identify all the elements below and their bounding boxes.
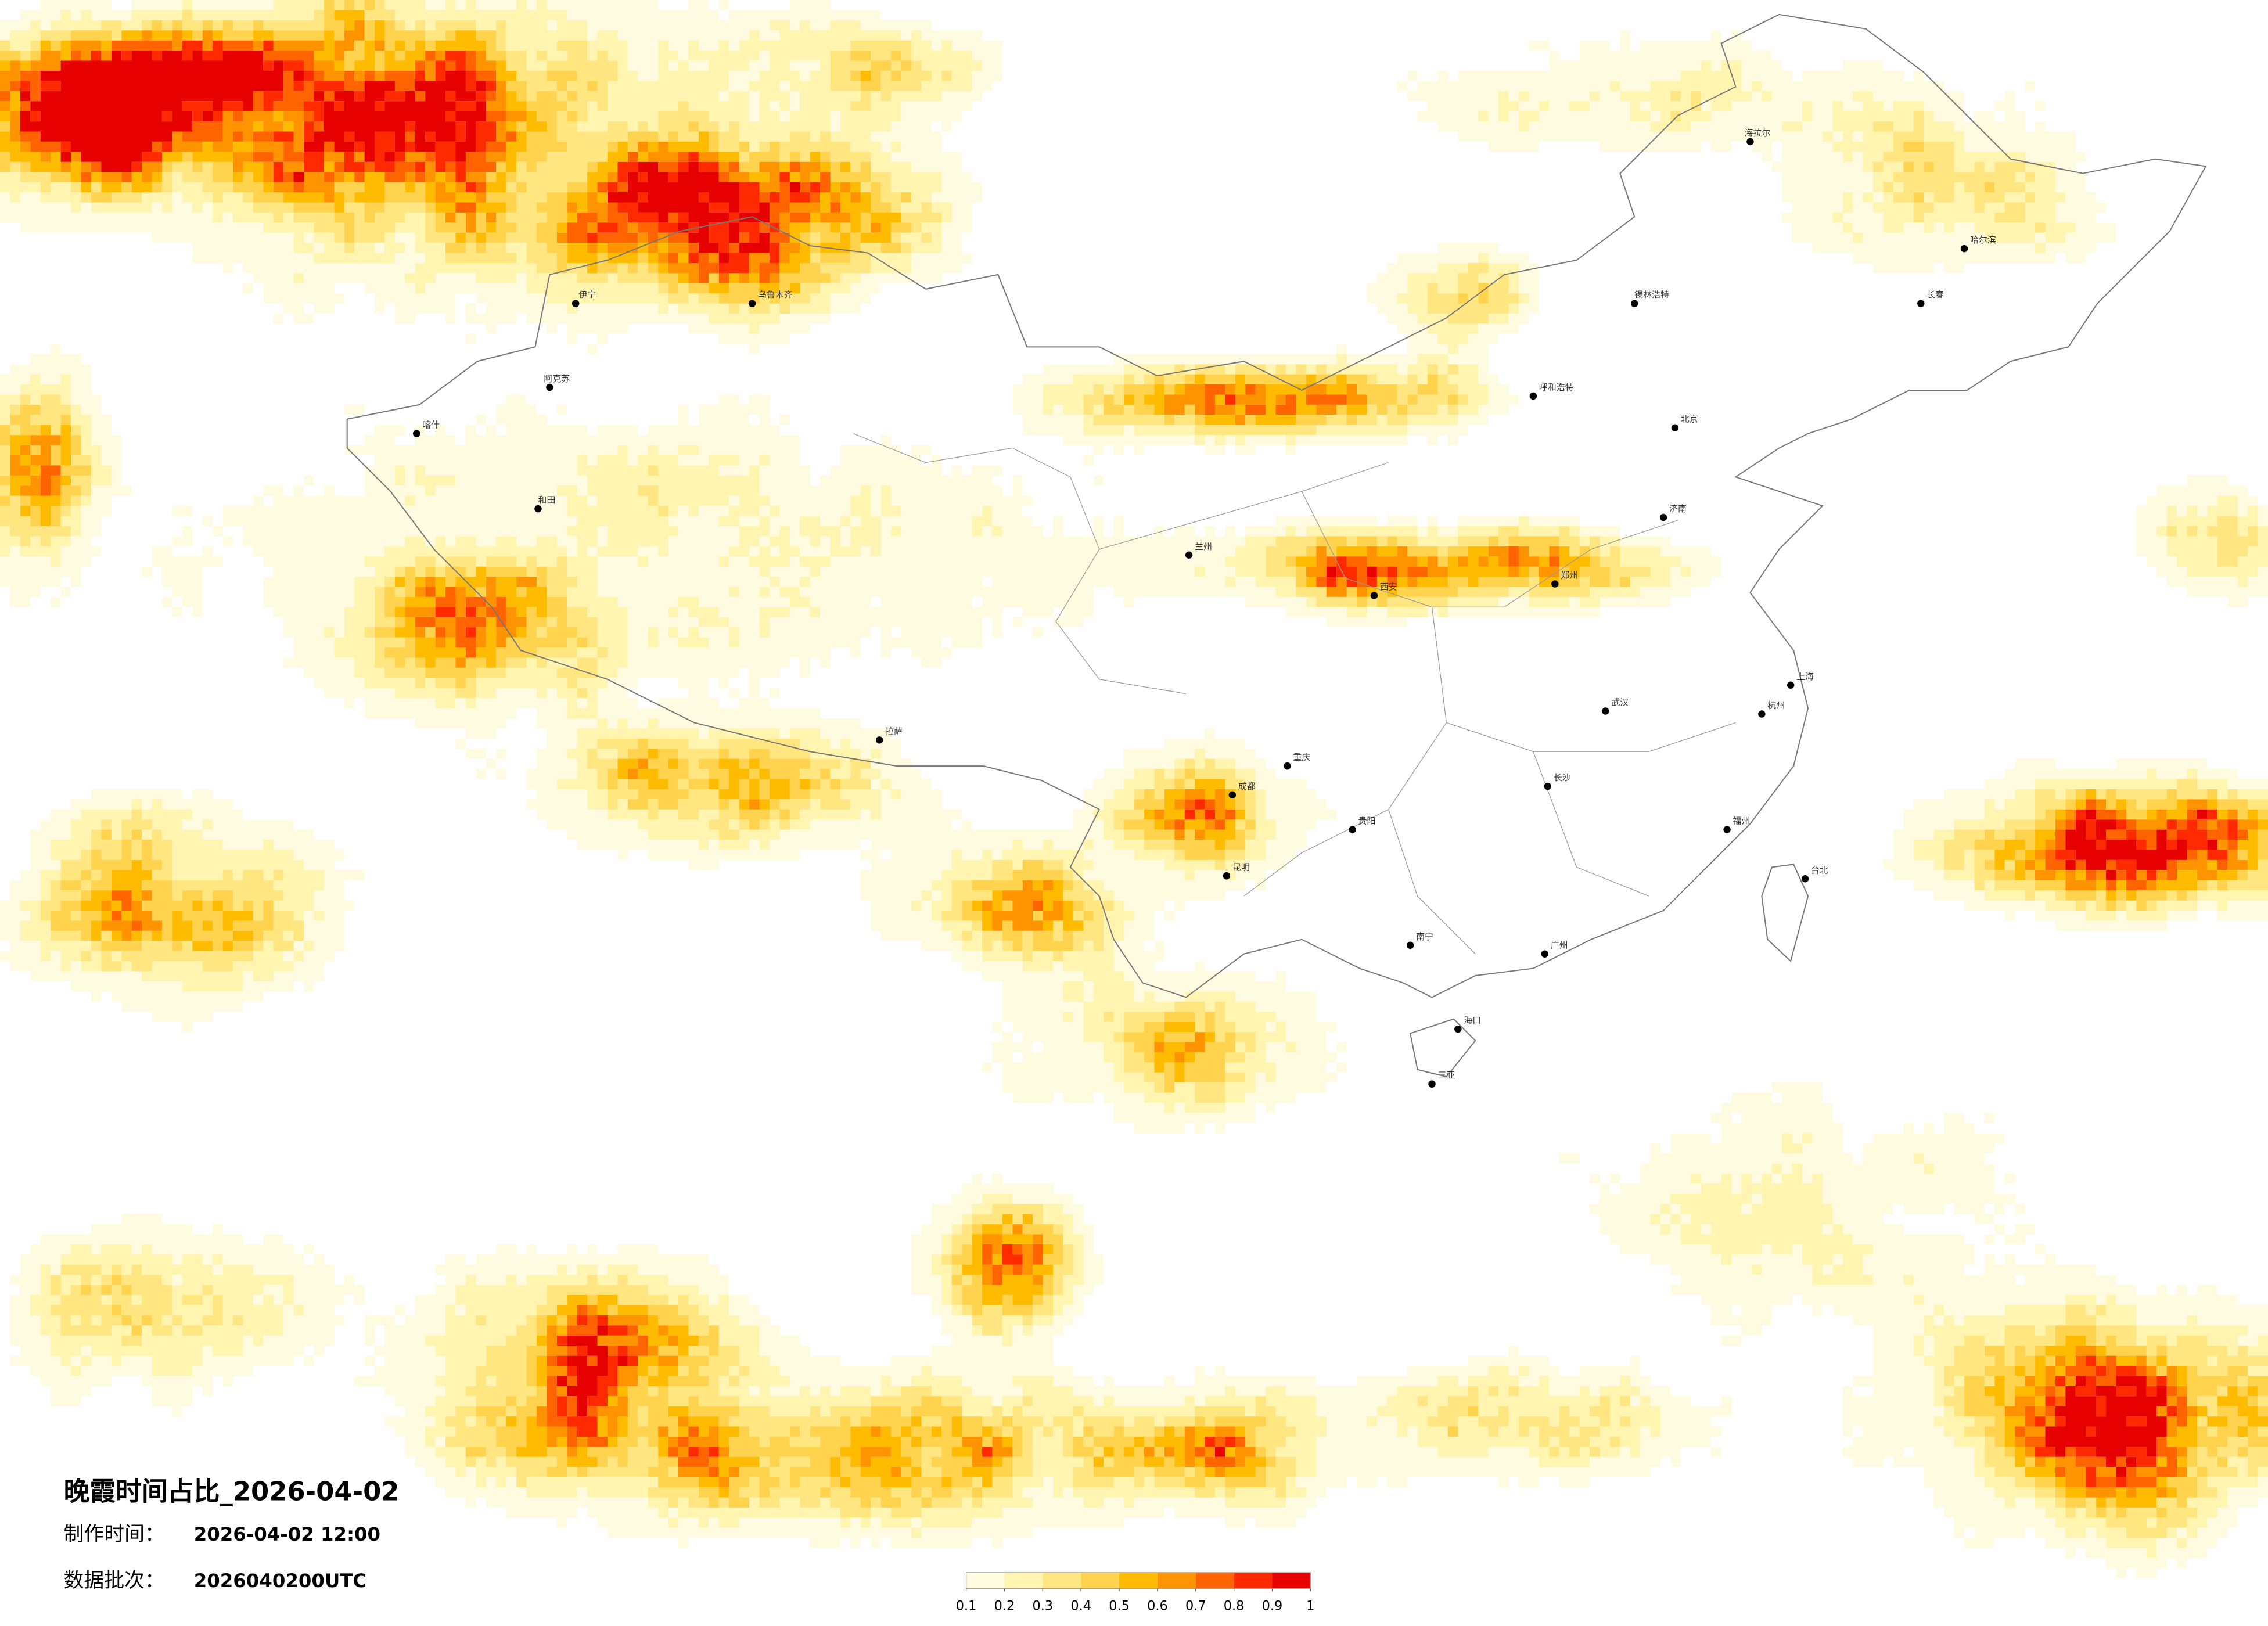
city-label: 贵阳 bbox=[1358, 816, 1376, 826]
city-label: 锡林浩特 bbox=[1634, 290, 1669, 300]
city-dot bbox=[413, 430, 420, 437]
city-label: 济南 bbox=[1669, 503, 1687, 514]
title: 晚霞时间占比_2026-04-02 bbox=[64, 1476, 400, 1506]
city-label: 昆明 bbox=[1232, 862, 1250, 872]
city-dot bbox=[1602, 707, 1609, 715]
city-dot bbox=[1723, 826, 1731, 833]
city-dot bbox=[1284, 762, 1291, 770]
city-dot bbox=[1551, 580, 1559, 588]
city-dot bbox=[572, 300, 580, 307]
colorbar-swatch bbox=[1004, 1572, 1043, 1589]
city-label: 哈尔滨 bbox=[1970, 235, 1996, 245]
city-label: 北京 bbox=[1681, 414, 1698, 425]
city-dot bbox=[748, 300, 756, 307]
city-label: 喀什 bbox=[422, 420, 440, 430]
colorbar-swatch bbox=[1157, 1572, 1196, 1589]
colorbar-swatch bbox=[1195, 1572, 1234, 1589]
colorbar-swatch bbox=[1043, 1572, 1081, 1589]
colorbar-tick-label: 0.7 bbox=[1185, 1599, 1206, 1614]
city-label: 阿克苏 bbox=[544, 373, 570, 384]
city-label: 长春 bbox=[1926, 290, 1944, 300]
city-dot bbox=[1406, 941, 1414, 949]
colorbar-tick-label: 1 bbox=[1306, 1599, 1314, 1614]
colorbar-tick-label: 0.4 bbox=[1070, 1599, 1091, 1614]
field-level bbox=[0, 0, 2268, 1559]
city-label: 三亚 bbox=[1437, 1070, 1455, 1081]
colorbar-frame bbox=[965, 1572, 1311, 1589]
colorbar-swatch bbox=[1081, 1572, 1120, 1589]
city-label: 台北 bbox=[1811, 865, 1828, 875]
city-label: 成都 bbox=[1238, 781, 1256, 792]
colorbar-tick-label: 0.8 bbox=[1224, 1599, 1245, 1614]
batch-value: 2026040200UTC bbox=[194, 1570, 366, 1592]
field-level bbox=[0, 0, 2268, 1578]
city-label: 南宁 bbox=[1416, 931, 1433, 942]
batch-label: 数据批次： bbox=[64, 1569, 165, 1592]
colorbar: 0.1 0.2 0.3 0.4 0.5 0.6 0.7 0.8 0.9 1 bbox=[956, 1572, 1314, 1614]
city-dot bbox=[1960, 244, 1968, 253]
city-dot bbox=[1801, 875, 1809, 883]
city-dot bbox=[546, 383, 553, 391]
city-dot bbox=[875, 736, 883, 744]
city-dot bbox=[1529, 392, 1537, 400]
city-label: 西安 bbox=[1380, 581, 1397, 592]
colorbar-swatch bbox=[1234, 1572, 1273, 1589]
field-level bbox=[0, 10, 2268, 1508]
city-dot bbox=[1787, 681, 1795, 689]
city-dot bbox=[1349, 826, 1356, 833]
colorbar-swatch bbox=[966, 1572, 1005, 1589]
city-label: 和田 bbox=[538, 495, 555, 505]
city-label: 郑州 bbox=[1561, 570, 1578, 581]
city-dot bbox=[1223, 872, 1231, 880]
city-dot bbox=[534, 505, 542, 513]
city-dot bbox=[1454, 1025, 1462, 1033]
colorbar-tick-label: 0.3 bbox=[1033, 1599, 1054, 1614]
city-dot bbox=[1630, 300, 1638, 307]
city-dot bbox=[1428, 1080, 1436, 1088]
city-dot bbox=[1659, 513, 1667, 521]
sunset-field bbox=[0, 0, 2268, 1578]
city-label: 兰州 bbox=[1195, 541, 1212, 552]
city-label: 上海 bbox=[1796, 671, 1814, 682]
city-layer: 北京 上海 广州 成都 西安 武汉 乌鲁木齐 拉萨 哈尔滨 昆明 兰州 呼和浩特… bbox=[413, 128, 1996, 1088]
city-dot bbox=[1917, 300, 1925, 307]
city-label: 长沙 bbox=[1554, 772, 1571, 783]
made-label: 制作时间： bbox=[64, 1523, 165, 1546]
city-label: 拉萨 bbox=[885, 726, 903, 736]
colorbar-tick-label: 0.5 bbox=[1109, 1599, 1130, 1614]
city-dot bbox=[1544, 782, 1551, 790]
border bbox=[346, 13, 2207, 998]
city-label: 广州 bbox=[1551, 940, 1568, 951]
city-label: 乌鲁木齐 bbox=[758, 290, 793, 300]
city-label: 伊宁 bbox=[578, 290, 596, 300]
city-dot bbox=[1185, 551, 1193, 559]
colorbar-tick-label: 0.9 bbox=[1262, 1599, 1283, 1614]
city-label: 重庆 bbox=[1293, 752, 1310, 762]
city-label: 杭州 bbox=[1767, 700, 1785, 711]
made-value: 2026-04-02 12:00 bbox=[194, 1523, 380, 1545]
city-dot bbox=[1370, 592, 1378, 599]
colorbar-tick-label: 0.1 bbox=[956, 1599, 977, 1614]
colorbar-swatch bbox=[1272, 1572, 1311, 1589]
island-border bbox=[1410, 864, 1809, 1078]
colorbar-tick-label: 0.2 bbox=[994, 1599, 1015, 1614]
city-dot bbox=[1758, 710, 1766, 718]
city-dot bbox=[1541, 950, 1549, 958]
city-label: 福州 bbox=[1733, 816, 1751, 826]
city-dot bbox=[1228, 791, 1237, 799]
city-label: 武汉 bbox=[1611, 697, 1629, 708]
city-label: 呼和浩特 bbox=[1539, 382, 1574, 393]
colorbar-tick-label: 0.6 bbox=[1147, 1599, 1168, 1614]
colorbar-swatch bbox=[1119, 1572, 1158, 1589]
province-border bbox=[853, 433, 1736, 955]
city-dot bbox=[1671, 424, 1679, 431]
city-label: 海口 bbox=[1464, 1015, 1481, 1026]
city-dot bbox=[1746, 138, 1754, 146]
city-label: 海拉尔 bbox=[1744, 128, 1770, 138]
